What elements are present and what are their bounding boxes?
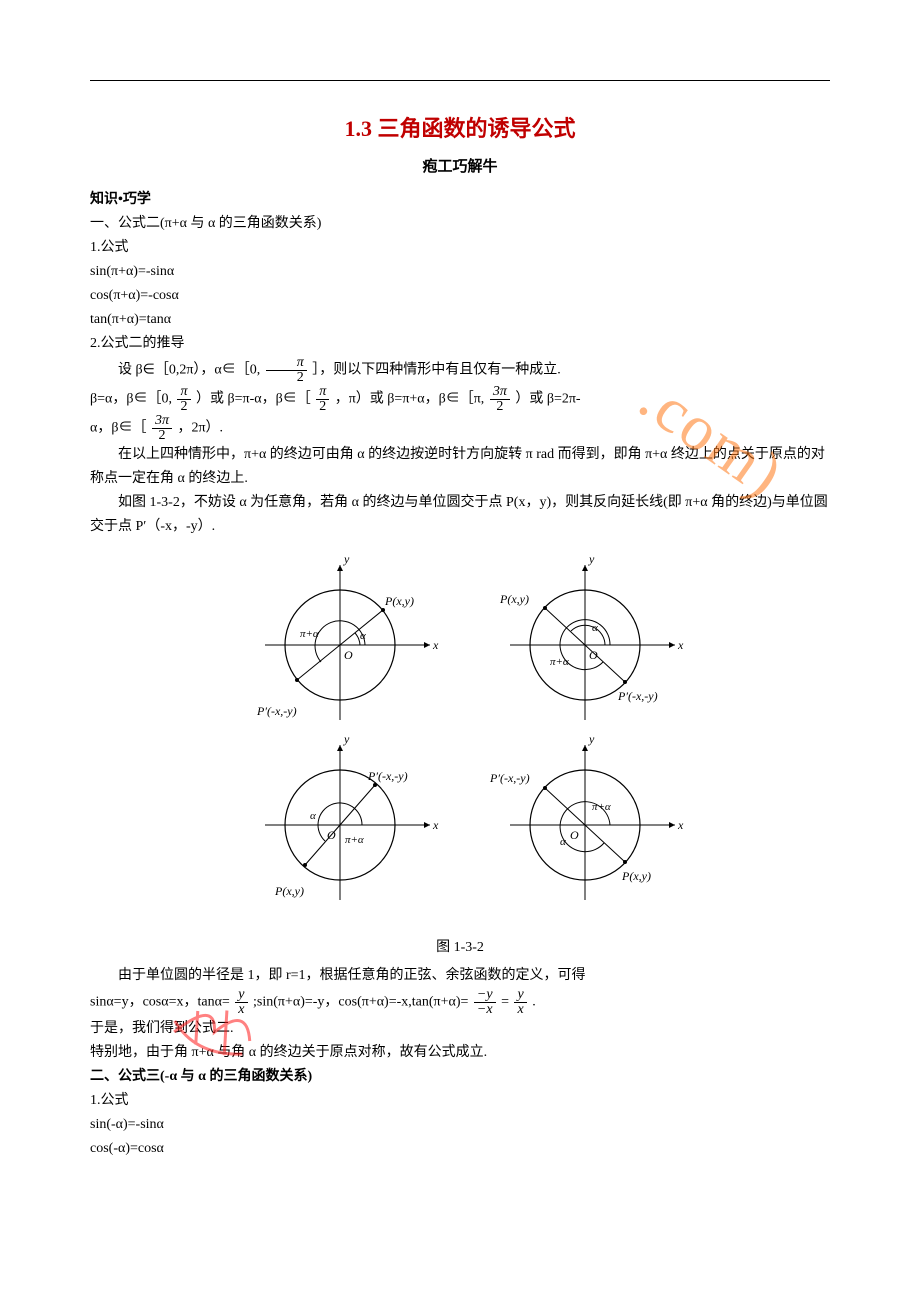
deriv-line-2b: α，β∈［ 3π 2 ，2π）. [90,414,830,443]
frac-num: y [514,988,526,1003]
svg-text:α: α [310,810,316,822]
frac-num: π [177,385,190,400]
frac-den: x [514,1003,526,1017]
after-p8: 特别地，由于角 π+α 与角 α 的终边关于原点对称，故有公式成立. [90,1041,830,1065]
label-s2-1: 1.公式 [90,1089,830,1113]
heading-formula3: 二、公式三(-α 与 α 的三角函数关系) [90,1065,830,1089]
deriv-p3: 在以上四种情形中，π+α 的终边可由角 α 的终边按逆时针方向旋转 π rad … [90,443,830,491]
frac-num: 3π [490,385,510,400]
frac-y-over-x: y x [235,988,247,1017]
formula-sin-pi-a: sin(π+α)=-sinα [90,260,830,284]
frac-pi-2-a: π 2 [266,356,307,385]
svg-text:y: y [343,552,350,566]
p6a: sinα=y，cosα=x，tanα= [90,995,230,1010]
svg-text:P′(-x,-y): P′(-x,-y) [617,689,658,703]
after-p5: 由于单位圆的半径是 1，即 r=1，根据任意角的正弦、余弦函数的定义，可得 [90,964,830,988]
svg-text:P(x,y): P(x,y) [384,594,414,608]
svg-text:O: O [344,648,353,662]
figure-1-3-2: x y O P(x,y) P′(-x,-y) α π+α [90,545,830,930]
deriv-p2f: ，2π）. [177,421,223,436]
label-1-gongshi: 1.公式 [90,236,830,260]
svg-text:O: O [570,828,579,842]
svg-text:x: x [677,638,684,652]
p6b: ;sin(π+α)=-y，cos(π+α)=-x,tan(π+α)= [253,995,468,1010]
frac-pi-2-b: π 2 [177,385,190,414]
svg-text:π+α: π+α [345,834,364,846]
frac-y-over-x-2: y x [514,988,526,1017]
frac-3pi-2-b: 3π 2 [152,414,172,443]
frac-negy-over-negx: −y −x [474,988,496,1017]
unit-circle-grid-svg: x y O P(x,y) P′(-x,-y) α π+α [210,545,710,925]
deriv-p1b: ］，则以下四种情形中有且仅有一种成立. [312,363,561,378]
formula-cos-pi-a: cos(π+α)=-cosα [90,284,830,308]
p6d: . [532,995,536,1010]
after-p7: 于是，我们得到公式二. [90,1017,830,1041]
svg-text:π+α: π+α [300,628,319,640]
svg-text:P(x,y): P(x,y) [621,869,651,883]
svg-text:y: y [588,552,595,566]
svg-text:x: x [677,818,684,832]
formula-tan-pi-a: tan(π+α)=tanα [90,308,830,332]
deriv-p2d: ）或 β=2π- [515,392,580,407]
svg-text:P′(-x,-y): P′(-x,-y) [256,704,297,718]
deriv-p1a: 设 β∈［0,2π），α∈［0, [118,363,260,378]
frac-num: 3π [152,414,172,429]
frac-num: π [316,385,329,400]
frac-den: 2 [490,400,510,414]
deriv-p2a: β=α，β∈［0, [90,392,172,407]
svg-text:π+α: π+α [550,656,569,668]
svg-text:α: α [592,622,598,634]
svg-text:x: x [432,818,439,832]
label-2-derivation: 2.公式二的推导 [90,332,830,356]
deriv-p2e: α，β∈［ [90,421,146,436]
frac-den: 2 [152,429,172,443]
p6c: = [501,995,509,1010]
frac-num: π [266,356,307,371]
top-rule [90,80,830,81]
frac-den: 2 [316,400,329,414]
heading-formula2: 一、公式二(π+α 与 α 的三角函数关系) [90,212,830,236]
section-knowledge-head: 知识•巧学 [90,188,830,212]
frac-pi-2-c: π 2 [316,385,329,414]
figure-caption: 图 1-3-2 [90,936,830,956]
deriv-line-2: β=α，β∈［0, π 2 ）或 β=π-α，β∈［ π 2 ，π）或 β=π+… [90,385,830,414]
svg-text:x: x [432,638,439,652]
frac-num: y [235,988,247,1003]
page-subtitle: 疱工巧解牛 [90,155,830,176]
page-title: 1.3 三角函数的诱导公式 [90,111,830,143]
svg-text:y: y [343,732,350,746]
after-p6: sinα=y，cosα=x，tanα= y x ;sin(π+α)=-y，cos… [90,988,830,1017]
frac-den: 2 [177,400,190,414]
frac-num: −y [474,988,496,1003]
frac-den: −x [474,1003,496,1017]
svg-text:P′(-x,-y): P′(-x,-y) [489,771,530,785]
deriv-line-1: 设 β∈［0,2π），α∈［0, π 2 ］，则以下四种情形中有且仅有一种成立. [90,356,830,385]
frac-den: x [235,1003,247,1017]
frac-den: 2 [266,371,307,385]
svg-text:α: α [560,836,566,848]
svg-text:π+α: π+α [592,801,611,813]
svg-text:P(x,y): P(x,y) [499,592,529,606]
svg-text:y: y [588,732,595,746]
deriv-p4: 如图 1-3-2，不妨设 α 为任意角，若角 α 的终边与单位圆交于点 P(x，… [90,491,830,539]
svg-text:P(x,y): P(x,y) [274,884,304,898]
deriv-p2c: ，π）或 β=π+α，β∈［π, [335,392,485,407]
formula-cos-neg-a: cos(-α)=cosα [90,1137,830,1161]
frac-3pi-2-a: 3π 2 [490,385,510,414]
deriv-p2b: ）或 β=π-α，β∈［ [196,392,311,407]
formula-sin-neg-a: sin(-α)=-sinα [90,1113,830,1137]
svg-text:P′(-x,-y): P′(-x,-y) [367,769,408,783]
